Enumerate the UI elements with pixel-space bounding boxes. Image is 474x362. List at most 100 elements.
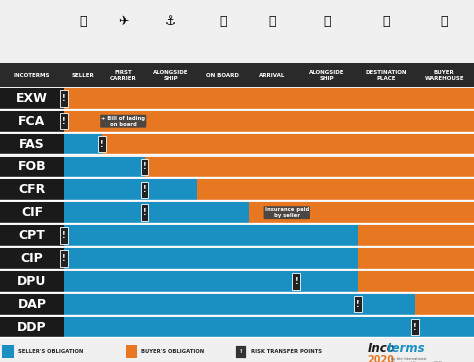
Bar bbox=[0, 134, 474, 155]
Text: Insurance paid
by seller: Insurance paid by seller bbox=[264, 207, 309, 218]
Bar bbox=[0, 248, 64, 269]
Bar bbox=[64, 317, 474, 337]
Bar bbox=[0, 134, 64, 155]
Bar bbox=[64, 248, 358, 269]
Text: SELLER: SELLER bbox=[72, 73, 94, 77]
Bar bbox=[64, 225, 358, 246]
Bar bbox=[64, 202, 474, 223]
Bar bbox=[2, 345, 14, 358]
Bar bbox=[0, 202, 64, 223]
Text: !: ! bbox=[413, 323, 417, 332]
Bar bbox=[64, 248, 474, 269]
Text: !: ! bbox=[239, 349, 242, 354]
Bar bbox=[0, 157, 64, 177]
Bar bbox=[0, 88, 64, 109]
Text: DDP: DDP bbox=[17, 320, 47, 333]
Bar bbox=[141, 159, 148, 175]
Bar bbox=[64, 294, 415, 315]
Text: RISK TRANSFER POINTS: RISK TRANSFER POINTS bbox=[251, 349, 322, 354]
Bar bbox=[64, 271, 474, 292]
Bar bbox=[0, 180, 64, 200]
Text: ✈: ✈ bbox=[118, 15, 128, 28]
Bar bbox=[60, 113, 68, 130]
Text: 🚢: 🚢 bbox=[219, 15, 227, 28]
Bar bbox=[411, 319, 419, 335]
Bar bbox=[64, 180, 197, 200]
Text: CFR: CFR bbox=[18, 183, 46, 196]
Text: CPT: CPT bbox=[18, 229, 46, 242]
Text: FIRST
CARRIER: FIRST CARRIER bbox=[110, 70, 137, 80]
Bar bbox=[292, 273, 300, 290]
Bar bbox=[0, 202, 474, 223]
Bar bbox=[0, 180, 474, 200]
Text: BUYER'S OBLIGATION: BUYER'S OBLIGATION bbox=[141, 349, 204, 354]
Text: !: ! bbox=[62, 117, 66, 126]
Text: !: ! bbox=[294, 277, 298, 286]
Text: 🏭: 🏭 bbox=[79, 15, 87, 28]
Bar bbox=[60, 227, 68, 244]
Bar bbox=[64, 180, 474, 200]
Bar bbox=[0, 63, 474, 87]
Bar bbox=[98, 136, 106, 152]
Text: FCA: FCA bbox=[18, 115, 46, 128]
Bar bbox=[0, 248, 474, 269]
Bar bbox=[0, 294, 64, 315]
Bar bbox=[0, 271, 64, 292]
Text: DAP: DAP bbox=[18, 298, 46, 311]
Text: DESTINATION
PLACE: DESTINATION PLACE bbox=[365, 70, 407, 80]
Bar bbox=[64, 111, 474, 131]
Text: 🚛: 🚛 bbox=[323, 15, 331, 28]
Bar bbox=[64, 134, 474, 155]
Bar bbox=[0, 225, 474, 246]
Bar bbox=[64, 294, 474, 315]
Text: FOB: FOB bbox=[18, 160, 46, 173]
Text: !: ! bbox=[143, 208, 146, 217]
Text: CIP: CIP bbox=[21, 252, 43, 265]
Bar bbox=[0, 317, 64, 337]
Text: !: ! bbox=[143, 185, 146, 194]
Bar bbox=[126, 345, 137, 358]
Text: terms: terms bbox=[387, 342, 425, 355]
Text: Inco: Inco bbox=[367, 342, 395, 355]
Text: !: ! bbox=[100, 140, 104, 148]
Text: !: ! bbox=[62, 254, 66, 263]
Text: !: ! bbox=[62, 231, 66, 240]
Bar bbox=[60, 90, 68, 106]
Text: !: ! bbox=[356, 300, 360, 309]
Text: INCOTERMS: INCOTERMS bbox=[14, 73, 50, 77]
Text: 🏢: 🏢 bbox=[383, 15, 390, 28]
Text: ALONGSIDE
SHIP: ALONGSIDE SHIP bbox=[153, 70, 188, 80]
Bar bbox=[235, 345, 246, 358]
Text: ⚓: ⚓ bbox=[165, 15, 176, 28]
Bar bbox=[0, 111, 474, 131]
Bar bbox=[64, 157, 145, 177]
Text: 🏬: 🏬 bbox=[441, 15, 448, 28]
Bar bbox=[64, 317, 474, 337]
Text: SELLER'S OBLIGATION: SELLER'S OBLIGATION bbox=[18, 349, 83, 354]
Text: ON BOARD: ON BOARD bbox=[206, 73, 239, 77]
Bar bbox=[64, 271, 358, 292]
Bar bbox=[0, 317, 474, 337]
Text: !: ! bbox=[62, 94, 66, 103]
Text: DPU: DPU bbox=[18, 275, 46, 288]
Text: FAS: FAS bbox=[19, 138, 45, 151]
Text: 2020: 2020 bbox=[367, 355, 394, 362]
Text: by the International
Chamber of Commerce (ICC): by the International Chamber of Commerce… bbox=[391, 357, 442, 362]
Bar bbox=[354, 296, 362, 312]
Text: 📦: 📦 bbox=[269, 15, 276, 28]
Bar bbox=[0, 88, 474, 109]
Bar bbox=[141, 205, 148, 221]
Bar bbox=[0, 225, 64, 246]
Bar bbox=[64, 134, 102, 155]
Text: ARRIVAL: ARRIVAL bbox=[259, 73, 286, 77]
Bar bbox=[0, 157, 474, 177]
Text: + Bill of lading
on board: + Bill of lading on board bbox=[101, 116, 145, 127]
Text: !: ! bbox=[143, 163, 146, 172]
Text: CIF: CIF bbox=[21, 206, 43, 219]
Text: EXW: EXW bbox=[16, 92, 48, 105]
Bar bbox=[0, 111, 64, 131]
Bar bbox=[64, 157, 474, 177]
Bar bbox=[0, 0, 474, 43]
Bar bbox=[64, 225, 474, 246]
Bar bbox=[64, 88, 474, 109]
